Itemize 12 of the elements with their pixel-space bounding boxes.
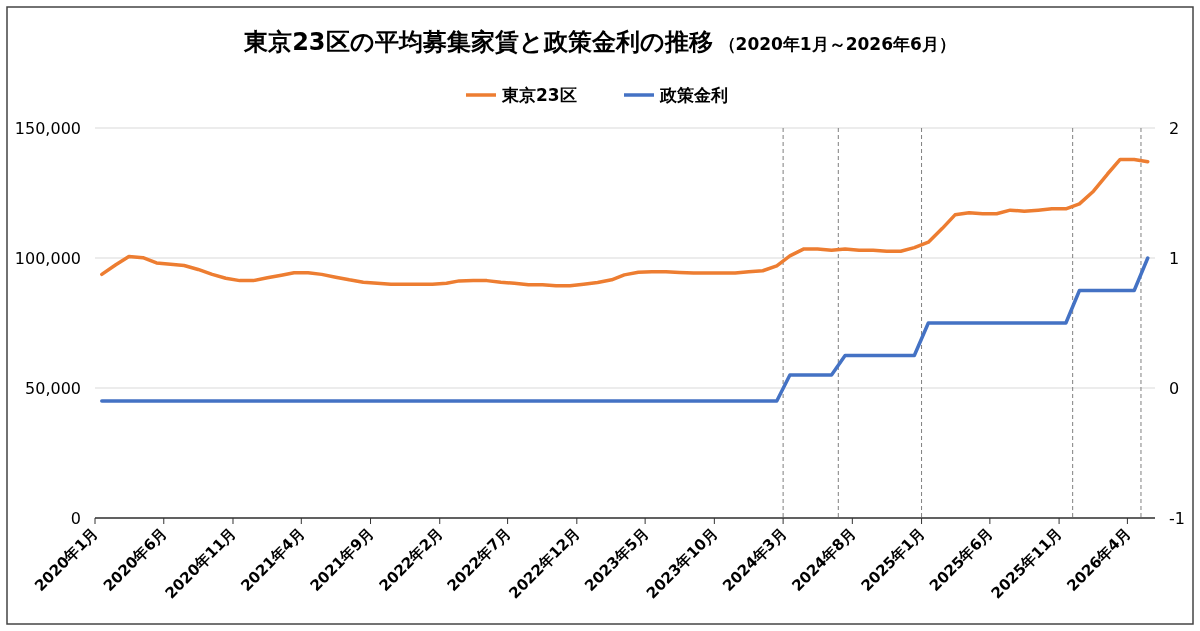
- y2-tick-label: 0: [1169, 379, 1180, 398]
- y-tick-label: 150,000: [14, 119, 81, 138]
- y2-tick-label: 2: [1169, 119, 1180, 138]
- chart-subtitle: （2020年1月～2026年6月）: [718, 34, 956, 54]
- y-tick-label: 100,000: [14, 249, 81, 268]
- chart-title: 東京23区の平均募集家賃と政策金利の推移: [243, 28, 713, 56]
- y-tick-label: 50,000: [25, 379, 81, 398]
- y2-tick-label: 1: [1169, 249, 1180, 268]
- legend-label: 政策金利: [659, 85, 728, 105]
- y-tick-label: 0: [70, 509, 81, 528]
- y2-tick-label: -1: [1169, 509, 1185, 528]
- legend-label: 東京23区: [501, 85, 577, 105]
